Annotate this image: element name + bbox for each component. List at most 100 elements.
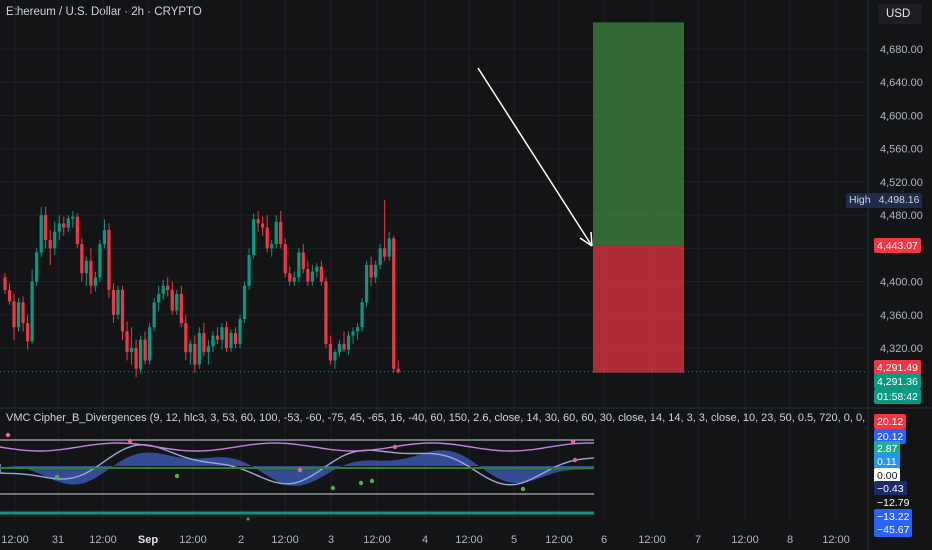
time-axis-label: 3 bbox=[327, 534, 335, 546]
candle-body bbox=[184, 323, 188, 353]
candle-body bbox=[297, 252, 301, 278]
candle-body bbox=[279, 221, 283, 245]
candle-body bbox=[337, 343, 342, 353]
candle-body bbox=[98, 244, 102, 278]
candle-body bbox=[229, 333, 233, 348]
candle-body bbox=[224, 327, 229, 348]
indicator-value-tag: 20.12 bbox=[874, 414, 907, 429]
candle-body bbox=[188, 343, 192, 353]
candle-body bbox=[129, 348, 134, 353]
candle-body bbox=[355, 327, 360, 332]
profit-zone bbox=[593, 22, 684, 246]
candle-body bbox=[139, 339, 143, 369]
time-axis-label: 12:00 bbox=[638, 534, 666, 546]
candle-body bbox=[238, 318, 242, 344]
candle-body bbox=[378, 248, 382, 265]
countdown-tag: 01:58:42 bbox=[874, 389, 921, 405]
osc-signal-dot bbox=[520, 486, 526, 492]
candle-body bbox=[21, 302, 25, 324]
candle-body bbox=[170, 289, 174, 311]
candle-body bbox=[193, 343, 197, 365]
symbol-title[interactable]: Ethereum / U.S. Dollar · 2h · CRYPTO bbox=[6, 6, 202, 18]
candle-body bbox=[16, 302, 21, 328]
candle-body bbox=[265, 227, 269, 249]
candle-body bbox=[365, 264, 369, 303]
candle-body bbox=[84, 260, 88, 274]
indicator-value-tag: 0.00 bbox=[874, 468, 901, 483]
price-tick-label: 4,480.00 bbox=[880, 210, 923, 222]
time-axis-label: 12:00 bbox=[179, 534, 207, 546]
loss-zone bbox=[593, 245, 684, 373]
candle-body bbox=[333, 352, 337, 361]
candle-body bbox=[396, 368, 400, 373]
candle-body bbox=[283, 244, 287, 274]
time-axis-label: 12:00 bbox=[89, 534, 117, 546]
candle-body bbox=[161, 285, 165, 295]
price-tick-label: 4,320.00 bbox=[880, 343, 923, 355]
candle-body bbox=[71, 216, 75, 219]
candle-body bbox=[48, 240, 52, 249]
osc-signal-dot bbox=[392, 444, 398, 450]
candle-body bbox=[306, 269, 310, 282]
candle-body bbox=[351, 331, 355, 336]
candle-body bbox=[12, 301, 16, 328]
time-axis-label: 12:00 bbox=[455, 534, 483, 546]
candle-body bbox=[310, 271, 314, 282]
time-axis-label: 7 bbox=[694, 534, 702, 546]
candle-body bbox=[66, 218, 70, 228]
indicator-value-tag: −0.43 bbox=[874, 481, 907, 496]
candle-body bbox=[62, 223, 66, 228]
entry-price-tag: 4,443.07 bbox=[874, 238, 921, 254]
stop-price-tag: 4,291.49 bbox=[874, 360, 921, 376]
candle-body bbox=[292, 277, 296, 282]
candle-body bbox=[120, 289, 125, 332]
indicator-value-tag: −12.79 bbox=[874, 495, 913, 510]
price-tick-label: 4,600.00 bbox=[880, 110, 923, 122]
indicator-value-tag: 0.11 bbox=[874, 454, 900, 469]
time-axis-label: 12:00 bbox=[271, 534, 299, 546]
candle-body bbox=[242, 285, 247, 319]
candle-body bbox=[215, 335, 220, 340]
indicator-legend[interactable]: VMC Cipher_B_Divergences (9, 12, hlc3, 3… bbox=[6, 412, 868, 424]
candle-body bbox=[26, 323, 30, 342]
arrow-head bbox=[579, 231, 593, 247]
high-value: 4,498.16 bbox=[878, 194, 920, 207]
candle-body bbox=[39, 215, 43, 253]
candle-body bbox=[261, 223, 265, 228]
price-tick-label: 4,560.00 bbox=[880, 144, 923, 156]
candle-body bbox=[125, 331, 129, 353]
osc-signal-dot bbox=[572, 457, 578, 463]
candle-body bbox=[148, 327, 152, 361]
candle-body bbox=[80, 244, 84, 274]
candle-body bbox=[211, 335, 215, 347]
candle-body bbox=[44, 215, 48, 241]
indicator-value-tag: 20.12 bbox=[874, 429, 907, 444]
candle-body bbox=[315, 266, 319, 272]
candle-body bbox=[7, 289, 12, 302]
osc-signal-dot bbox=[330, 485, 336, 491]
currency-button[interactable]: USD bbox=[878, 4, 922, 24]
osc-signal-dot bbox=[54, 474, 60, 480]
price-tick-label: 4,520.00 bbox=[880, 177, 923, 189]
indicator-value-tag: 2.87 bbox=[874, 441, 901, 456]
osc-signal-dot bbox=[246, 517, 250, 521]
high-label: High 4,498.16 bbox=[846, 192, 923, 208]
price-tick-label: 4,640.00 bbox=[880, 77, 923, 89]
time-axis-label: 12:00 bbox=[731, 534, 759, 546]
candle-body bbox=[342, 343, 346, 350]
candle-body bbox=[387, 238, 391, 257]
candle-body bbox=[369, 264, 373, 278]
candle-body bbox=[30, 281, 34, 342]
osc-signal-dot bbox=[369, 478, 375, 484]
candle-body bbox=[256, 219, 260, 224]
candle-body bbox=[274, 221, 278, 245]
osc-signal-dot bbox=[297, 467, 303, 473]
candle-body bbox=[301, 252, 305, 270]
candle-body bbox=[35, 252, 39, 282]
candle-body bbox=[111, 289, 116, 315]
price-tick-label: 4,400.00 bbox=[880, 277, 923, 289]
candle-body bbox=[152, 302, 156, 328]
candle-body bbox=[116, 289, 120, 315]
candle-body bbox=[179, 294, 183, 324]
